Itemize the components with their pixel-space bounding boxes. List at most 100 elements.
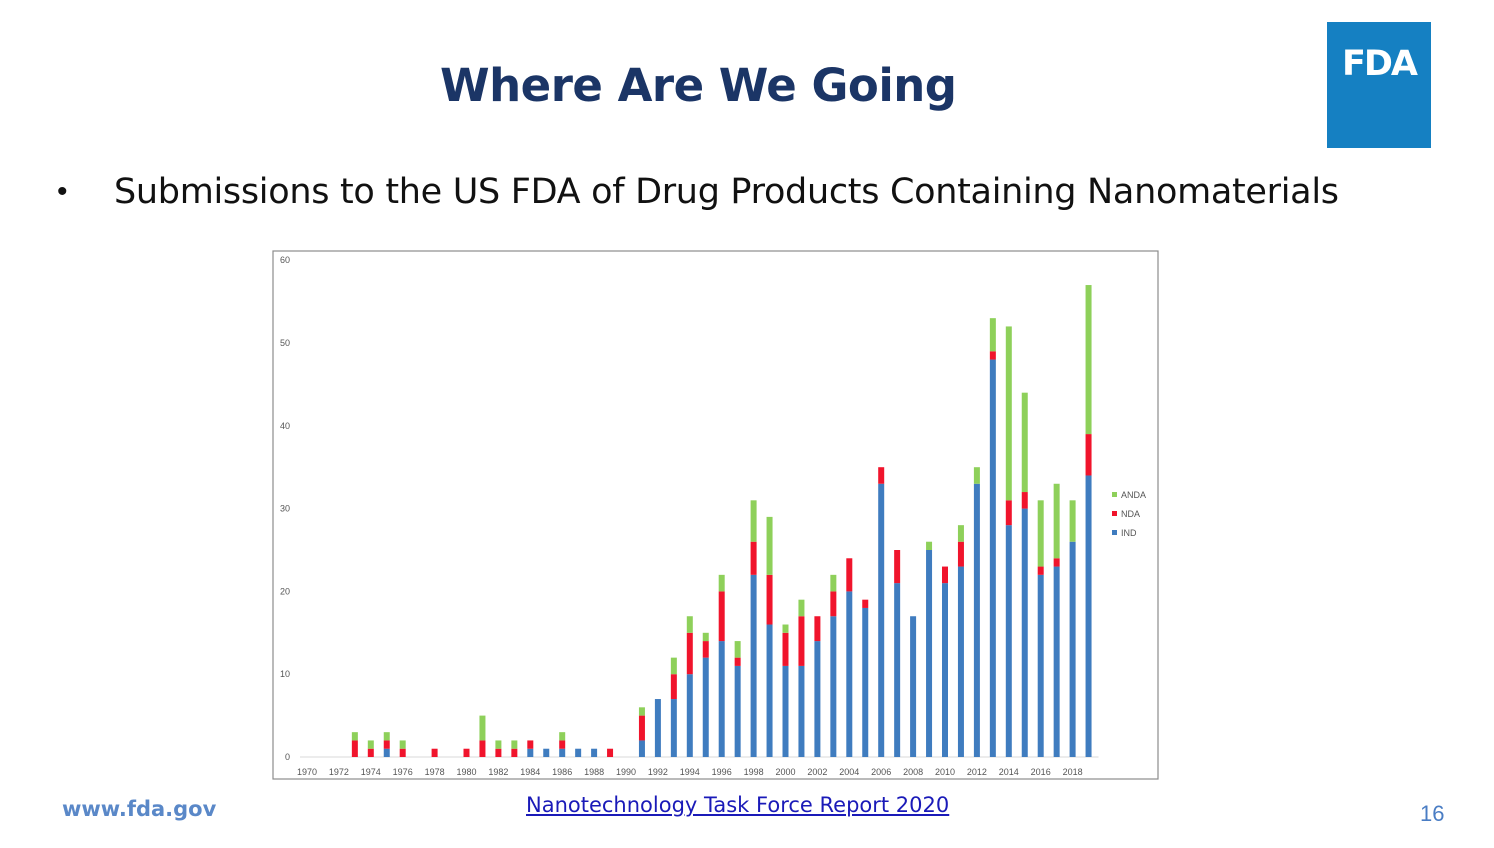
bar-anda-1973 bbox=[351, 732, 358, 741]
bar-ind-2019 bbox=[1085, 475, 1092, 757]
bar-nda-1991 bbox=[638, 715, 645, 741]
x-tick-label: 2002 bbox=[807, 767, 827, 777]
bar-ind-1985 bbox=[543, 748, 550, 757]
bar-ind-1999 bbox=[766, 624, 773, 757]
submissions-chart: 0 10 20 30 40 50 60 1970 1972 1974 1976 1978 1980 198… bbox=[270, 250, 1160, 780]
bar-nda-2017 bbox=[1053, 558, 1060, 567]
bar-ind-1975 bbox=[383, 748, 390, 757]
bar-ind-2006 bbox=[878, 483, 885, 757]
bar-anda-2019 bbox=[1085, 285, 1092, 435]
bar-nda-1996 bbox=[718, 591, 725, 642]
x-tick-label: 1984 bbox=[520, 767, 540, 777]
bar-nda-1980 bbox=[463, 748, 470, 757]
bar-nda-1999 bbox=[766, 574, 773, 625]
x-tick-label: 2006 bbox=[871, 767, 891, 777]
x-tick-label: 1992 bbox=[648, 767, 668, 777]
legend-swatch-anda bbox=[1112, 492, 1117, 497]
slide-title: Where Are We Going bbox=[440, 59, 957, 112]
bar-nda-1982 bbox=[495, 748, 502, 757]
bar-ind-2003 bbox=[830, 616, 837, 757]
x-tick-label: 1986 bbox=[552, 767, 572, 777]
bar-nda-1974 bbox=[367, 748, 374, 757]
bar-anda-2009 bbox=[926, 541, 933, 550]
bar-nda-1983 bbox=[511, 748, 518, 757]
x-tick-label: 1996 bbox=[712, 767, 732, 777]
bar-anda-1986 bbox=[559, 732, 566, 741]
bar-ind-2002 bbox=[814, 641, 821, 757]
bar-ind-2015 bbox=[1021, 508, 1028, 757]
bar-ind-1988 bbox=[591, 748, 598, 757]
bar-anda-1998 bbox=[750, 500, 757, 542]
bar-nda-2019 bbox=[1085, 434, 1092, 476]
bar-nda-1998 bbox=[750, 541, 757, 575]
x-tick-label: 2016 bbox=[1031, 767, 1051, 777]
bar-nda-1989 bbox=[607, 748, 614, 757]
fda-logo: FDA bbox=[1327, 22, 1431, 148]
x-tick-label: 1982 bbox=[488, 767, 508, 777]
bar-nda-1984 bbox=[527, 740, 534, 749]
bar-anda-2016 bbox=[1037, 500, 1044, 567]
bar-ind-2016 bbox=[1037, 574, 1044, 757]
bar-ind-2001 bbox=[798, 665, 805, 757]
x-tick-label: 1980 bbox=[456, 767, 476, 777]
bar-anda-2000 bbox=[782, 624, 789, 633]
bar-nda-1997 bbox=[734, 657, 741, 666]
bar-ind-1987 bbox=[575, 748, 582, 757]
x-tick-label: 2018 bbox=[1063, 767, 1083, 777]
x-tick-label: 2004 bbox=[839, 767, 859, 777]
bar-anda-1994 bbox=[686, 616, 693, 633]
bar-ind-2017 bbox=[1053, 566, 1060, 757]
x-tick-label: 1974 bbox=[361, 767, 381, 777]
legend-label-anda: ANDA bbox=[1121, 490, 1146, 500]
bar-ind-2008 bbox=[910, 616, 917, 757]
x-tick-label: 2012 bbox=[967, 767, 987, 777]
bar-ind-1984 bbox=[527, 748, 534, 757]
bar-nda-2003 bbox=[830, 591, 837, 617]
bar-nda-2006 bbox=[878, 467, 885, 484]
bar-anda-2018 bbox=[1069, 500, 1076, 542]
bar-ind-2013 bbox=[989, 359, 996, 757]
bar-nda-1993 bbox=[670, 674, 677, 700]
bar-anda-1997 bbox=[734, 641, 741, 658]
x-tick-label: 1994 bbox=[680, 767, 700, 777]
bar-anda-1976 bbox=[399, 740, 406, 749]
y-tick-label: 20 bbox=[280, 586, 290, 596]
y-tick-label: 30 bbox=[280, 504, 290, 514]
report-link[interactable]: Nanotechnology Task Force Report 2020 bbox=[526, 793, 950, 817]
bar-ind-1997 bbox=[734, 665, 741, 757]
bullet-marker: • bbox=[57, 175, 68, 208]
legend-swatch-ind bbox=[1112, 530, 1117, 535]
bar-anda-1982 bbox=[495, 740, 502, 749]
y-tick-label: 50 bbox=[280, 338, 290, 348]
bar-nda-1973 bbox=[351, 740, 358, 757]
bar-nda-2015 bbox=[1021, 492, 1028, 509]
bar-nda-2007 bbox=[894, 550, 901, 584]
bar-anda-2014 bbox=[1005, 326, 1012, 501]
bar-anda-1975 bbox=[383, 732, 390, 741]
bar-nda-2000 bbox=[782, 632, 789, 666]
bar-nda-2001 bbox=[798, 616, 805, 666]
bar-ind-1998 bbox=[750, 574, 757, 757]
page-number: 16 bbox=[1420, 801, 1445, 826]
x-tick-label: 1970 bbox=[297, 767, 317, 777]
bar-nda-1995 bbox=[702, 641, 709, 658]
bar-nda-1975 bbox=[383, 740, 390, 749]
legend-swatch-nda bbox=[1112, 511, 1117, 516]
bar-nda-2011 bbox=[957, 541, 964, 567]
legend-label-ind: IND bbox=[1121, 528, 1137, 538]
footer-url: www.fda.gov bbox=[62, 797, 217, 821]
x-tick-label: 1976 bbox=[393, 767, 413, 777]
bar-nda-2014 bbox=[1005, 500, 1012, 526]
bar-nda-2013 bbox=[989, 351, 996, 360]
bar-ind-2011 bbox=[957, 566, 964, 757]
x-tick-label: 2010 bbox=[935, 767, 955, 777]
bar-nda-1986 bbox=[559, 740, 566, 749]
bar-nda-1978 bbox=[431, 748, 438, 757]
bar-nda-2004 bbox=[846, 558, 853, 592]
bar-anda-1993 bbox=[670, 657, 677, 675]
y-tick-label: 40 bbox=[280, 421, 290, 431]
bar-ind-2012 bbox=[973, 483, 980, 757]
bar-anda-2015 bbox=[1021, 392, 1028, 493]
bar-ind-2007 bbox=[894, 583, 901, 757]
x-tick-label: 1978 bbox=[425, 767, 445, 777]
